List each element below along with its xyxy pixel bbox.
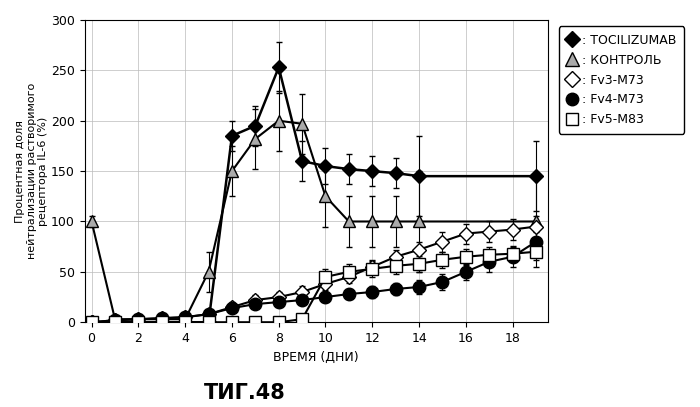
Y-axis label: Процентная доля
нейтрализации растворимого
рецептора IL-6 (%): Процентная доля нейтрализации растворимо… [15,83,48,259]
Legend: : TOCILIZUMAB, : КОНТРОЛЬ, : Fv3-M73, : Fv4-M73, : Fv5-M83: : TOCILIZUMAB, : КОНТРОЛЬ, : Fv3-M73, : … [559,26,684,134]
X-axis label: ВРЕМЯ (ДНИ): ВРЕМЯ (ДНИ) [273,350,359,363]
Text: ΤИГ.48: ΤИГ.48 [204,383,286,403]
